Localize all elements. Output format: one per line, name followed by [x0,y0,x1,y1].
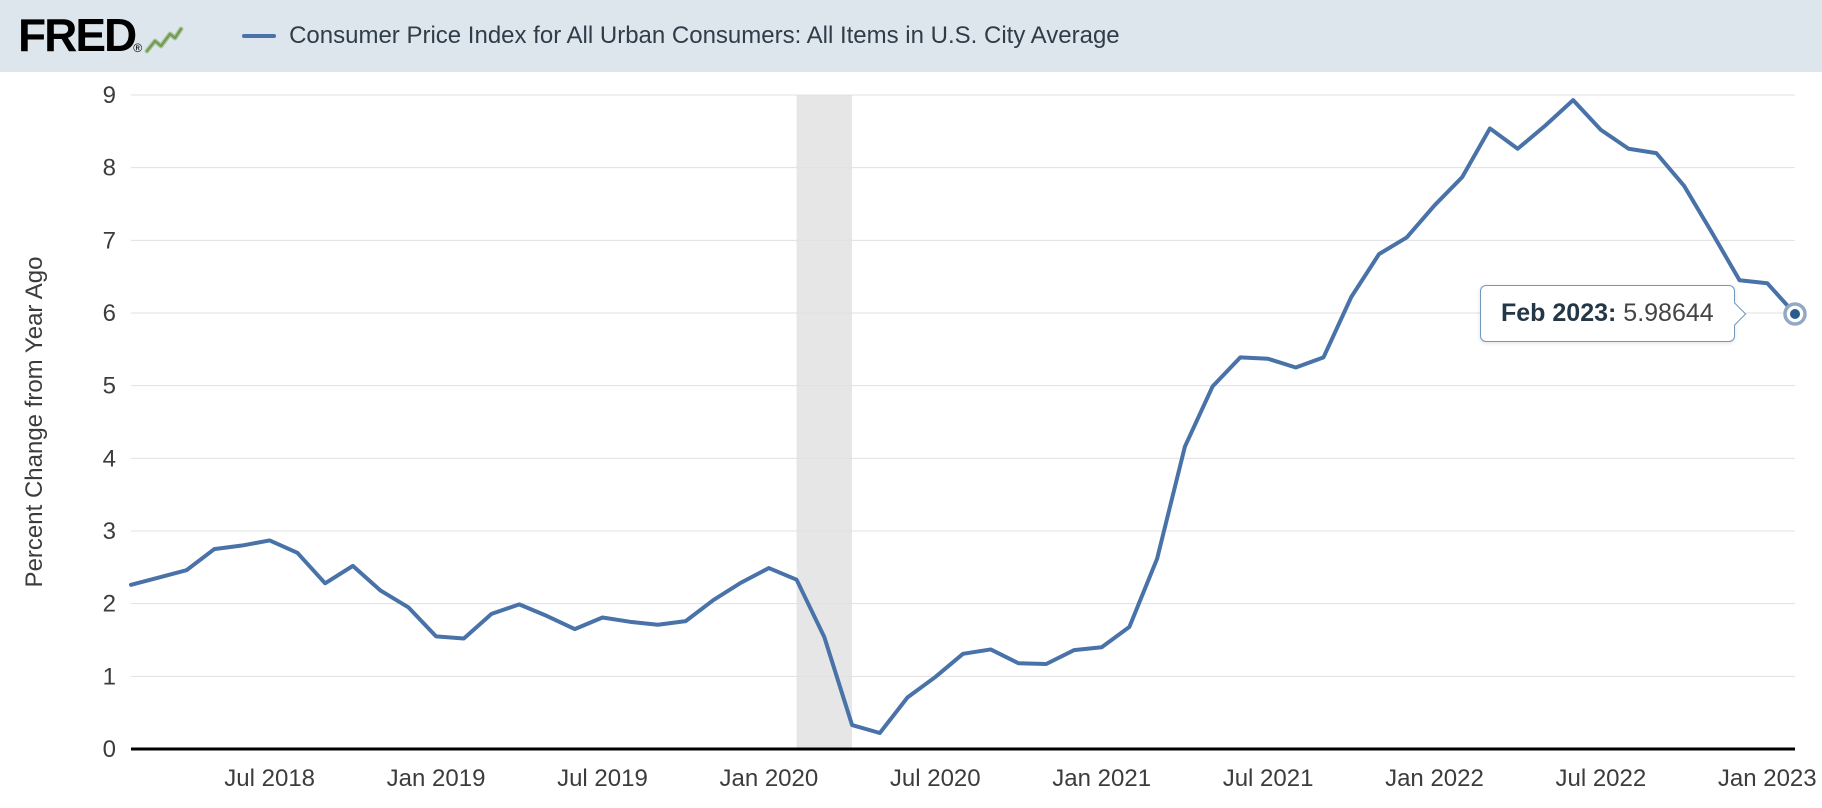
x-tick-label: Jul 2021 [1223,765,1314,792]
y-tick-label: 9 [103,82,116,109]
chart-tooltip: Feb 2023: 5.98644 [1480,285,1735,343]
x-tick-label: Jan 2021 [1052,765,1151,792]
x-tick-label: Jul 2022 [1555,765,1646,792]
y-tick-label: 5 [103,373,116,400]
end-marker-dot [1790,308,1800,319]
header: FRED ® Consumer Price Index for All Urba… [0,0,1822,72]
y-tick-label: 8 [103,155,116,182]
fred-logo[interactable]: FRED ® [18,9,184,62]
legend-series-label: Consumer Price Index for All Urban Consu… [289,22,1120,49]
x-tick-label: Jan 2023 [1718,765,1817,792]
fred-logo-chart-icon [144,26,184,54]
y-tick-label: 1 [103,663,116,690]
y-tick-label: 3 [103,518,116,545]
y-tick-label: 2 [103,591,116,618]
legend-line-swatch [242,34,277,38]
recession-band [796,95,853,749]
x-tick-label: Jan 2022 [1385,765,1484,792]
x-tick-label: Jan 2019 [387,765,486,792]
x-tick-label: Jul 2018 [224,765,315,792]
tooltip-date: Feb 2023: [1501,299,1617,328]
x-tick-label: Jul 2019 [557,765,648,792]
y-tick-label: 4 [103,445,116,472]
y-axis-title: Percent Change from Year Ago [21,257,48,588]
x-tick-label: Jan 2020 [719,765,818,792]
series-line[interactable] [129,98,1797,736]
fred-logo-text: FRED [18,9,137,62]
chart-area: 0 1 2 3 4 5 6 7 8 9 Jul 2018 Jan 2019 Jul 2019 Jan 20… [0,72,1822,808]
cpi-line-chart[interactable]: 0 1 2 3 4 5 6 7 8 9 Jul 2018 Jan 2019 Jul 2019 Jan 20… [0,72,1822,808]
chart-legend: Consumer Price Index for All Urban Consu… [242,22,1120,50]
x-tick-label: Jul 2020 [890,765,981,792]
fred-logo-registered-mark: ® [133,40,143,55]
y-tick-label: 6 [103,300,116,327]
y-tick-label: 0 [103,736,116,763]
y-tick-label: 7 [103,227,116,254]
tooltip-value: 5.98644 [1623,299,1714,328]
